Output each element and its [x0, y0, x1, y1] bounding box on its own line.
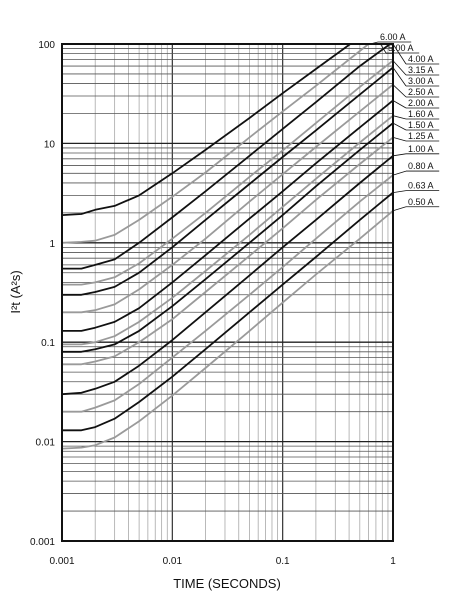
- x-tick-label: 0.001: [49, 556, 74, 567]
- series-line: [62, 66, 393, 296]
- series-lines: [62, 44, 393, 450]
- series-label-leader: [392, 122, 407, 131]
- series-label: 0.80 A: [408, 161, 434, 171]
- x-tick-label: 0.01: [163, 556, 183, 567]
- series-label: 1.50 A: [408, 120, 434, 130]
- series-label: 2.00 A: [408, 98, 434, 108]
- grid: [61, 43, 394, 542]
- y-tick-label: 100: [38, 40, 55, 51]
- series-label: 4.00 A: [408, 54, 434, 64]
- series-label: 6.00 A: [380, 32, 406, 42]
- series-label-leader: [392, 190, 407, 193]
- x-tick-label: 0.1: [276, 556, 290, 567]
- series-line: [62, 44, 370, 244]
- series-label-leader: [392, 206, 407, 212]
- series-label-leader: [392, 60, 407, 76]
- series-line: [62, 136, 393, 366]
- x-tick-label: 1: [390, 556, 396, 567]
- x-axis-title: TIME (SECONDS): [173, 576, 281, 591]
- series-label: 3.00 A: [408, 76, 434, 86]
- series-label: 1.00 A: [408, 144, 434, 154]
- series-label: 2.50 A: [408, 87, 434, 97]
- series-line: [62, 44, 392, 270]
- series-label: 3.15 A: [408, 65, 434, 75]
- series-line: [62, 155, 393, 396]
- y-tick-label: 0.001: [30, 537, 55, 548]
- y-axis-title: I²t (A²s): [8, 270, 23, 313]
- y-tick-label: 1: [49, 239, 55, 250]
- series-line: [62, 191, 393, 432]
- tick-labels: 0.001 0.01 0.1 1 0.001 0.01 0.1 1 10 100: [30, 40, 396, 567]
- series-label-leader: [369, 41, 379, 45]
- series-label: 0.50 A: [408, 197, 434, 207]
- series-label-leader: [392, 115, 407, 120]
- series-line: [62, 174, 393, 413]
- series-label-leader: [392, 136, 407, 142]
- series-label-leader: [392, 84, 407, 98]
- series-label-leader: [380, 43, 387, 54]
- series-label-leader: [392, 153, 407, 157]
- series-line: [62, 210, 393, 450]
- series-label-leader: [392, 170, 407, 176]
- y-tick-label: 0.1: [41, 338, 55, 349]
- series-label: 5.00 A: [388, 43, 414, 53]
- series-line: [62, 83, 393, 314]
- plot-frame: [61, 43, 394, 542]
- series-line: [62, 99, 393, 332]
- series-label: 1.25 A: [408, 131, 434, 141]
- series-label-leader: [392, 43, 407, 65]
- series-line: [62, 44, 352, 216]
- series-label: 1.60 A: [408, 109, 434, 119]
- series-line: [62, 59, 393, 286]
- y-tick-label: 10: [44, 139, 56, 150]
- series-label: 0.63 A: [408, 181, 434, 191]
- y-tick-label: 0.01: [36, 438, 56, 449]
- series-label-leader: [392, 100, 407, 109]
- series-label-leader: [392, 67, 407, 87]
- series-line: [62, 114, 393, 346]
- curve-labels: 6.00 A5.00 A4.00 A3.15 A3.00 A2.50 A2.00…: [369, 32, 440, 212]
- series-line: [62, 122, 393, 353]
